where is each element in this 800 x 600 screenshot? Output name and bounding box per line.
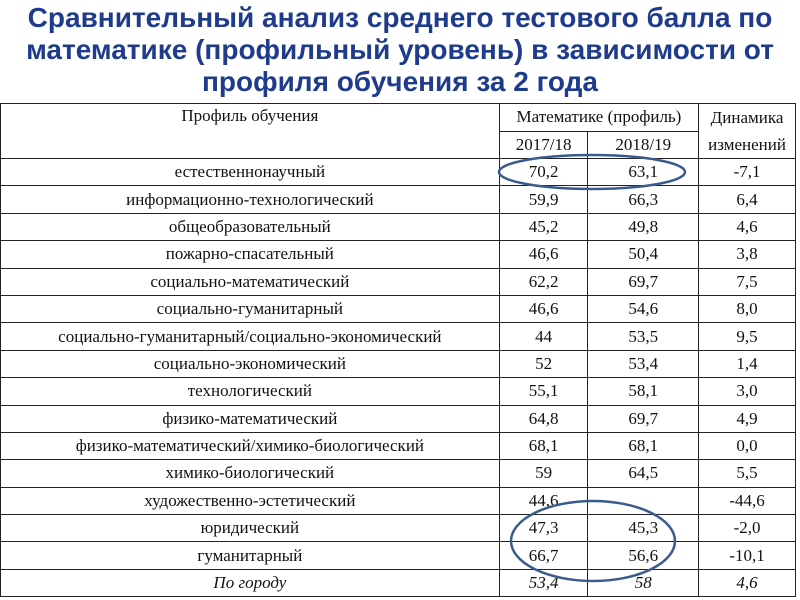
dynamics-cell: 3,8 bbox=[698, 240, 796, 269]
profile-cell: информационно-технологический bbox=[0, 185, 500, 214]
profile-cell: естественнонаучный bbox=[0, 157, 500, 187]
dynamics-cell: -7,1 bbox=[698, 157, 796, 187]
table-row: художественно-эстетический 44,6 -44,6 bbox=[0, 486, 796, 516]
score-2017-18-cell: 66,7 bbox=[498, 541, 589, 570]
profile-cell: пожарно-спасательный bbox=[0, 240, 500, 269]
table-row: химико-биологический 59 64,5 5,5 bbox=[0, 459, 796, 488]
score-2017-18-cell: 55,1 bbox=[498, 377, 589, 406]
score-2017-18-cell: 44 bbox=[498, 322, 589, 351]
score-2018-19-cell: 53,4 bbox=[587, 349, 700, 379]
profile-cell: социально-гуманитарный bbox=[0, 294, 500, 324]
header-math-group: Математике (профиль) bbox=[498, 103, 700, 132]
table-row: юридический 47,3 45,3 -2,0 bbox=[0, 514, 796, 543]
score-2018-19-cell: 56,6 bbox=[587, 541, 700, 570]
header-dynamics: Динамика изменений bbox=[698, 103, 796, 159]
score-2017-18-cell: 59 bbox=[498, 459, 589, 488]
score-2017-18-cell: 64,8 bbox=[498, 404, 589, 433]
score-2017-18-cell: 68,1 bbox=[498, 431, 589, 461]
score-2018-19-cell: 53,5 bbox=[587, 322, 700, 351]
score-2018-19-cell: 45,3 bbox=[587, 514, 700, 543]
dynamics-cell: 4,6 bbox=[698, 568, 796, 598]
score-2018-19-cell: 50,4 bbox=[587, 240, 700, 269]
profile-cell: общеобразовательный bbox=[0, 212, 500, 242]
slide-title: Сравнительный анализ среднего тестового … bbox=[26, 2, 774, 97]
score-2018-19-cell: 54,6 bbox=[587, 294, 700, 324]
table-row: общеобразовательный 45,2 49,8 4,6 bbox=[0, 212, 796, 242]
profile-cell: социально-гуманитарный/социально-экономи… bbox=[0, 322, 500, 351]
table-row: социально-гуманитарный/социально-экономи… bbox=[0, 322, 796, 351]
comparison-table: Профиль обучения Математике (профиль) Ди… bbox=[0, 103, 796, 598]
score-2017-18-cell: 44,6 bbox=[498, 486, 589, 516]
dynamics-cell: -44,6 bbox=[698, 486, 796, 516]
profile-cell: социально-математический bbox=[0, 267, 500, 296]
score-2018-19-cell bbox=[587, 486, 700, 516]
profile-cell: По городу bbox=[0, 568, 500, 598]
header-row: Профиль обучения Математике (профиль) Ди… bbox=[0, 103, 796, 159]
profile-cell: технологический bbox=[0, 377, 500, 406]
score-2018-19-cell: 58,1 bbox=[587, 377, 700, 406]
table-row: технологический 55,1 58,1 3,0 bbox=[0, 377, 796, 406]
score-2017-18-cell: 46,6 bbox=[498, 240, 589, 269]
score-2018-19-cell: 64,5 bbox=[587, 459, 700, 488]
score-2017-18-cell: 45,2 bbox=[498, 212, 589, 242]
table-row: пожарно-спасательный 46,6 50,4 3,8 bbox=[0, 240, 796, 269]
score-2017-18-cell: 59,9 bbox=[498, 185, 589, 214]
dynamics-cell: -2,0 bbox=[698, 514, 796, 543]
profile-cell: социально-экономический bbox=[0, 349, 500, 379]
dynamics-cell: 7,5 bbox=[698, 267, 796, 296]
score-2017-18-cell: 53,4 bbox=[498, 568, 589, 598]
dynamics-cell: 5,5 bbox=[698, 459, 796, 488]
total-row: По городу 53,4 58 4,6 bbox=[0, 568, 796, 598]
score-2018-19-cell: 69,7 bbox=[587, 404, 700, 433]
score-2018-19-cell: 66,3 bbox=[587, 185, 700, 214]
dynamics-cell: 9,5 bbox=[698, 322, 796, 351]
score-2017-18-cell: 46,6 bbox=[498, 294, 589, 324]
table-row: физико-математический 64,8 69,7 4,9 bbox=[0, 404, 796, 433]
dynamics-cell: -10,1 bbox=[698, 541, 796, 570]
table-row: информационно-технологический 59,9 66,3 6,4 bbox=[0, 185, 796, 214]
score-2018-19-cell: 58 bbox=[587, 568, 700, 598]
dynamics-cell: 0,0 bbox=[698, 431, 796, 461]
score-2018-19-cell: 49,8 bbox=[587, 212, 700, 242]
profile-cell: художественно-эстетический bbox=[0, 486, 500, 516]
dynamics-cell: 3,0 bbox=[698, 377, 796, 406]
table-row: социально-экономический 52 53,4 1,4 bbox=[0, 349, 796, 379]
dynamics-cell: 1,4 bbox=[698, 349, 796, 379]
table-row: социально-гуманитарный 46,6 54,6 8,0 bbox=[0, 294, 796, 324]
score-2018-19-cell: 68,1 bbox=[587, 431, 700, 461]
header-year-2017-18: 2017/18 bbox=[498, 130, 589, 159]
header-year-2018-19: 2018/19 bbox=[587, 130, 700, 159]
profile-cell: физико-математический bbox=[0, 404, 500, 433]
table-row: естественнонаучный 70,2 63,1 -7,1 bbox=[0, 157, 796, 187]
score-2017-18-cell: 62,2 bbox=[498, 267, 589, 296]
score-2018-19-cell: 63,1 bbox=[587, 157, 700, 187]
table-row: физико-математический/химико-биологическ… bbox=[0, 431, 796, 461]
profile-cell: юридический bbox=[0, 514, 500, 543]
dynamics-cell: 4,6 bbox=[698, 212, 796, 242]
profile-cell: гуманитарный bbox=[0, 541, 500, 570]
score-2017-18-cell: 52 bbox=[498, 349, 589, 379]
table-row: гуманитарный 66,7 56,6 -10,1 bbox=[0, 541, 796, 570]
score-2017-18-cell: 70,2 bbox=[498, 157, 589, 187]
profile-cell: физико-математический/химико-биологическ… bbox=[0, 431, 500, 461]
dynamics-cell: 4,9 bbox=[698, 404, 796, 433]
dynamics-cell: 6,4 bbox=[698, 185, 796, 214]
profile-cell: химико-биологический bbox=[0, 459, 500, 488]
score-2017-18-cell: 47,3 bbox=[498, 514, 589, 543]
table-row: социально-математический 62,2 69,7 7,5 bbox=[0, 267, 796, 296]
dynamics-cell: 8,0 bbox=[698, 294, 796, 324]
score-2018-19-cell: 69,7 bbox=[587, 267, 700, 296]
header-profile: Профиль обучения bbox=[0, 103, 500, 159]
